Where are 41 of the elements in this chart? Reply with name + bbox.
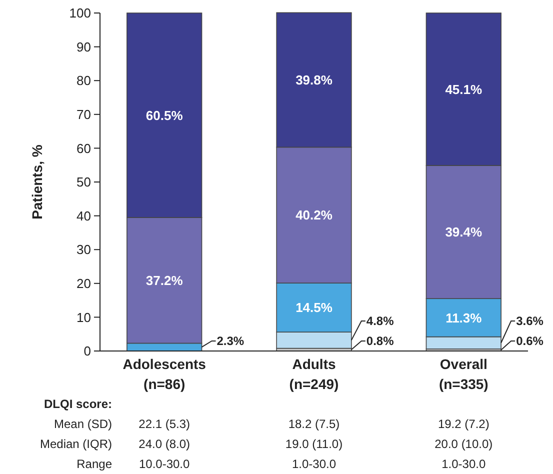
data-label: 14.5% (296, 300, 333, 316)
data-label: 39.4% (445, 224, 483, 240)
text: DLQI score: (44, 397, 112, 411)
text: 1.0-30.0 (442, 457, 486, 471)
text: Median (IQR) (40, 437, 112, 451)
y-tick-label: 50 (76, 174, 91, 190)
text: Range (76, 457, 112, 471)
y-tick-label: 0 (84, 344, 91, 359)
data-label: 37.2% (146, 272, 184, 288)
data-label: 2.3% (216, 334, 244, 348)
data-label: 0.6% (516, 334, 544, 348)
text: 1.0-30.0 (292, 457, 336, 471)
data-label: 3.6% (516, 314, 544, 328)
data-label: 4.8% (366, 314, 394, 328)
x-tick-label: Adolescents (n=86) (122, 356, 206, 392)
y-tick-label: 70 (76, 106, 91, 122)
y-tick-label: 10 (76, 310, 91, 325)
text: 22.1 (5.3) (138, 417, 190, 431)
data-label: 60.5% (146, 108, 184, 123)
y-tick-label: 90 (76, 39, 91, 54)
y-tick-label: 60 (76, 140, 91, 156)
x-tick-label: Adults (n=249) (289, 356, 339, 392)
y-tick-label: 100 (69, 6, 91, 21)
data-label: 45.1% (445, 82, 483, 97)
text: 19.0 (11.0) (285, 437, 343, 451)
y-tick-label: 20 (76, 276, 91, 291)
text: 24.0 (8.0) (138, 437, 190, 451)
y-tick-label: 80 (76, 73, 91, 88)
y-axis-title: Patients, % (29, 144, 45, 220)
x-tick-label: Overall (n=335) (438, 356, 488, 392)
text: 18.2 (7.5) (288, 417, 340, 431)
text: 19.2 (7.2) (438, 417, 490, 431)
text: 10.0-30.0 (138, 457, 190, 471)
data-label: 40.2% (296, 208, 333, 223)
y-tick-label: 40 (76, 208, 91, 224)
data-label: 11.3% (446, 310, 482, 326)
text: Mean (SD) (54, 417, 112, 431)
text: 20.0 (10.0) (434, 437, 493, 451)
y-tick-label: 30 (76, 242, 91, 258)
data-label: 0.8% (366, 334, 394, 348)
data-label: 39.8% (296, 72, 333, 88)
